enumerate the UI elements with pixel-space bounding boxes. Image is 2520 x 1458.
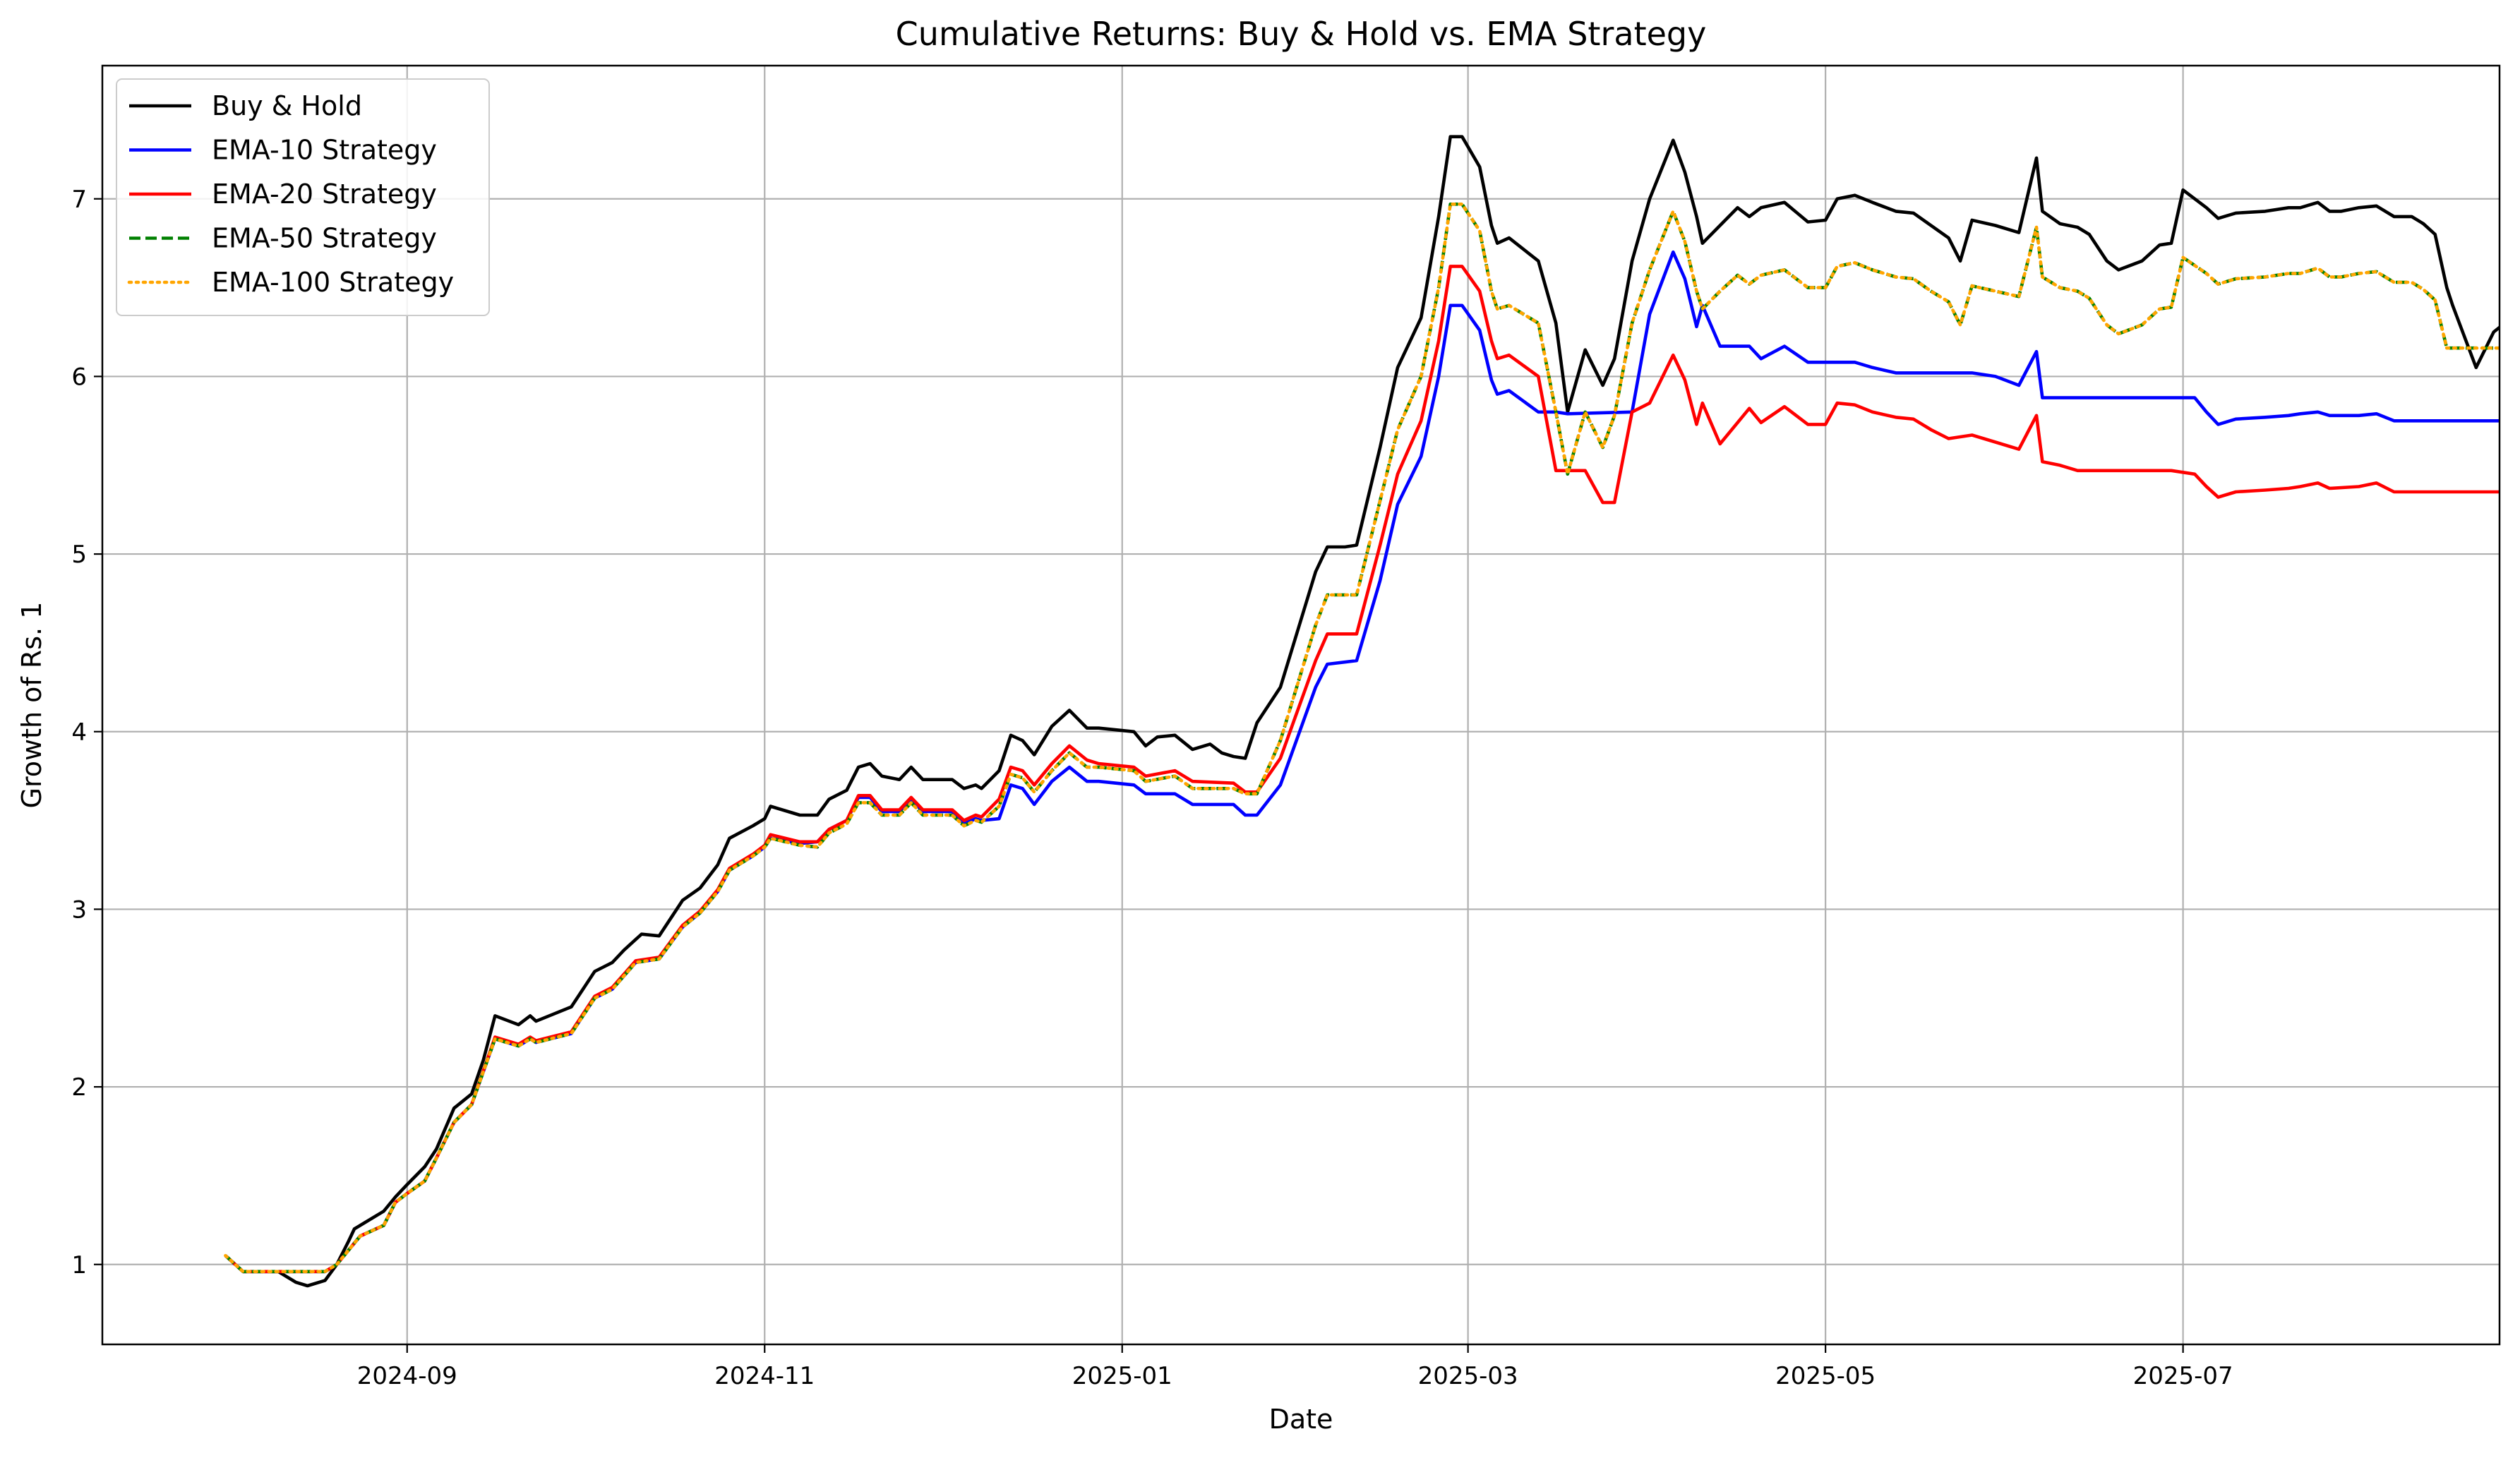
x-tick-label: 2024-09 (357, 1362, 457, 1390)
legend: Buy & Hold EMA-10 Strategy EMA-20 Strategy… (116, 78, 490, 316)
y-tick-label: 1 (71, 1251, 87, 1279)
y-tick-label: 6 (71, 363, 87, 391)
y-tick-label: 7 (71, 186, 87, 214)
ticks: 2024-09 2024-11 2025-01 2025-03 2025-05 2025-… (71, 186, 2233, 1390)
x-tick-label: 2025-07 (2133, 1362, 2233, 1390)
legend-label: Buy & Hold (212, 90, 362, 121)
legend-label: EMA-50 Strategy (212, 223, 437, 254)
x-tick-label: 2025-01 (1072, 1362, 1172, 1390)
y-tick-label: 3 (71, 896, 87, 924)
legend-box (116, 78, 490, 316)
x-axis-label: Date (1269, 1404, 1333, 1435)
series-layer (224, 135, 2500, 1288)
series-line-buy-hold (224, 135, 2500, 1288)
y-tick-label: 4 (71, 718, 87, 747)
y-axis-label: Growth of Rs. 1 (16, 602, 47, 809)
y-tick-label: 5 (71, 541, 87, 569)
y-tick-label: 2 (71, 1073, 87, 1102)
x-tick-label: 2025-03 (1418, 1362, 1518, 1390)
legend-label: EMA-100 Strategy (212, 267, 454, 298)
chart-title: Cumulative Returns: Buy & Hold vs. EMA S… (896, 15, 1707, 53)
x-tick-label: 2025-05 (1775, 1362, 1876, 1390)
plot-frame (101, 64, 2501, 1346)
legend-label: EMA-10 Strategy (212, 135, 437, 166)
series-line-ema-50-strategy (224, 202, 2500, 1274)
legend-label: EMA-20 Strategy (212, 179, 437, 210)
x-tick-label: 2024-11 (714, 1362, 815, 1390)
